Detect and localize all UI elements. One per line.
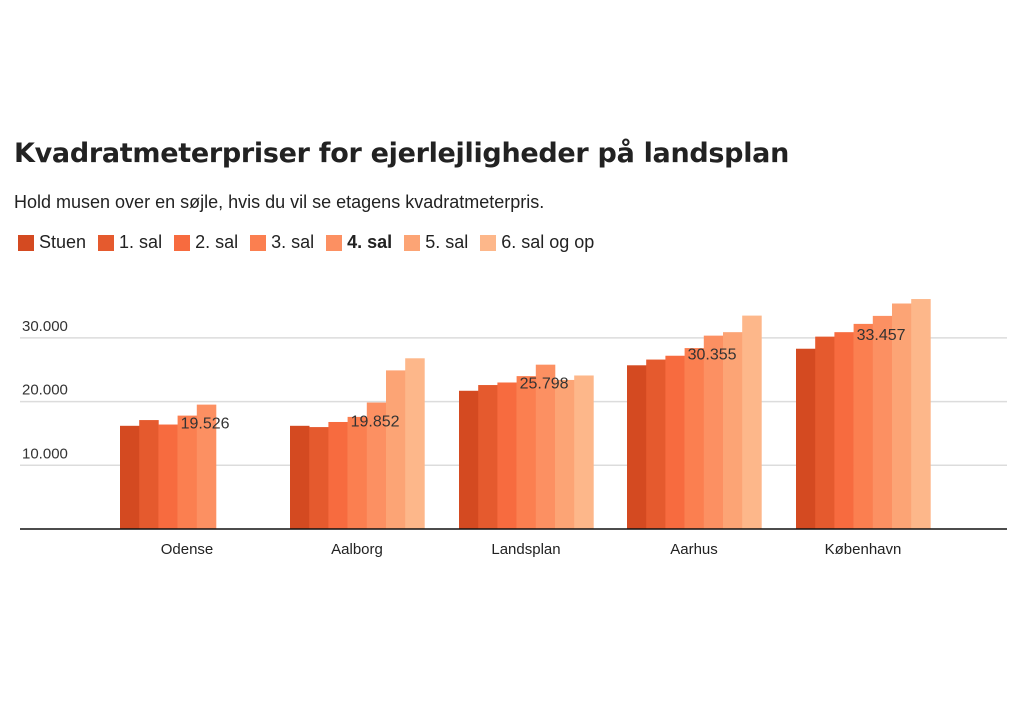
legend-label: 6. sal og op (501, 232, 595, 252)
legend-swatch (326, 234, 343, 251)
legend: Stuen 1. sal 2. sal 3. sal 4. sal 5. sal 6. sa… (18, 232, 606, 253)
bar[interactable] (497, 382, 517, 529)
bar[interactable] (834, 332, 854, 529)
bar[interactable] (742, 315, 762, 529)
chart-title: Kvadratmeterpriser for ejerlejligheder p… (14, 138, 790, 169)
legend-item[interactable]: 1. sal (98, 232, 162, 253)
legend-item[interactable]: 4. sal (326, 232, 392, 253)
bar[interactable] (646, 359, 666, 529)
data-label: 33.457 (857, 327, 906, 344)
legend-item[interactable]: 3. sal (250, 232, 314, 253)
legend-label: Stuen (39, 232, 87, 252)
bar[interactable] (366, 402, 387, 529)
legend-item[interactable]: 6. sal og op (480, 232, 594, 253)
legend-label: 5. sal (425, 232, 469, 252)
bar[interactable] (627, 365, 647, 529)
bar[interactable] (853, 323, 874, 529)
bar[interactable] (405, 358, 425, 529)
y-tick-label: 30.000 (22, 318, 68, 335)
bar[interactable] (158, 424, 178, 529)
bar[interactable] (309, 427, 329, 529)
legend-swatch (250, 234, 267, 251)
bar[interactable] (574, 375, 594, 529)
data-label: 19.526 (181, 416, 230, 433)
legend-item[interactable]: 5. sal (404, 232, 468, 253)
x-tick-label: Odense (161, 541, 214, 558)
bar[interactable] (347, 416, 368, 529)
legend-label: 4. sal (347, 232, 393, 252)
bar[interactable] (535, 364, 556, 529)
bar[interactable] (555, 379, 575, 529)
chart-subtitle: Hold musen over en søjle, hvis du vil se… (14, 192, 545, 212)
bar[interactable] (459, 390, 479, 529)
bar[interactable] (290, 425, 310, 529)
legend-swatch (404, 234, 421, 251)
x-tick-label: Aarhus (670, 541, 718, 558)
bar[interactable] (328, 421, 348, 529)
bar[interactable] (177, 415, 198, 529)
bar[interactable] (516, 376, 537, 529)
bar[interactable] (139, 420, 159, 529)
legend-swatch (174, 234, 191, 251)
y-tick-label: 20.000 (22, 382, 68, 399)
legend-item[interactable]: 2. sal (174, 232, 238, 253)
bar[interactable] (684, 348, 705, 529)
legend-swatch (98, 234, 115, 251)
bar[interactable] (386, 370, 406, 529)
bar[interactable] (196, 404, 217, 529)
bar[interactable] (723, 332, 743, 529)
legend-label: 3. sal (271, 232, 315, 252)
legend-label: 1. sal (119, 232, 163, 252)
data-label: 30.355 (688, 347, 737, 364)
bar[interactable] (892, 303, 912, 529)
legend-swatch (18, 234, 34, 251)
bar[interactable] (815, 336, 835, 529)
bar[interactable] (120, 425, 140, 529)
x-tick-label: Landsplan (491, 541, 560, 558)
legend-label: 2. sal (195, 232, 239, 252)
bar[interactable] (665, 355, 685, 529)
legend-swatch (480, 234, 497, 251)
y-tick-label: 10.000 (22, 445, 68, 462)
data-label: 25.798 (520, 376, 569, 393)
bar[interactable] (703, 335, 724, 529)
bar[interactable] (872, 315, 893, 529)
x-tick-label: Aalborg (331, 541, 383, 558)
x-tick-label: København (825, 541, 902, 558)
bar[interactable] (911, 299, 931, 529)
data-label: 19.852 (351, 414, 400, 431)
legend-item[interactable]: Stuen (18, 232, 86, 253)
bar[interactable] (478, 385, 498, 529)
bar[interactable] (796, 348, 816, 529)
